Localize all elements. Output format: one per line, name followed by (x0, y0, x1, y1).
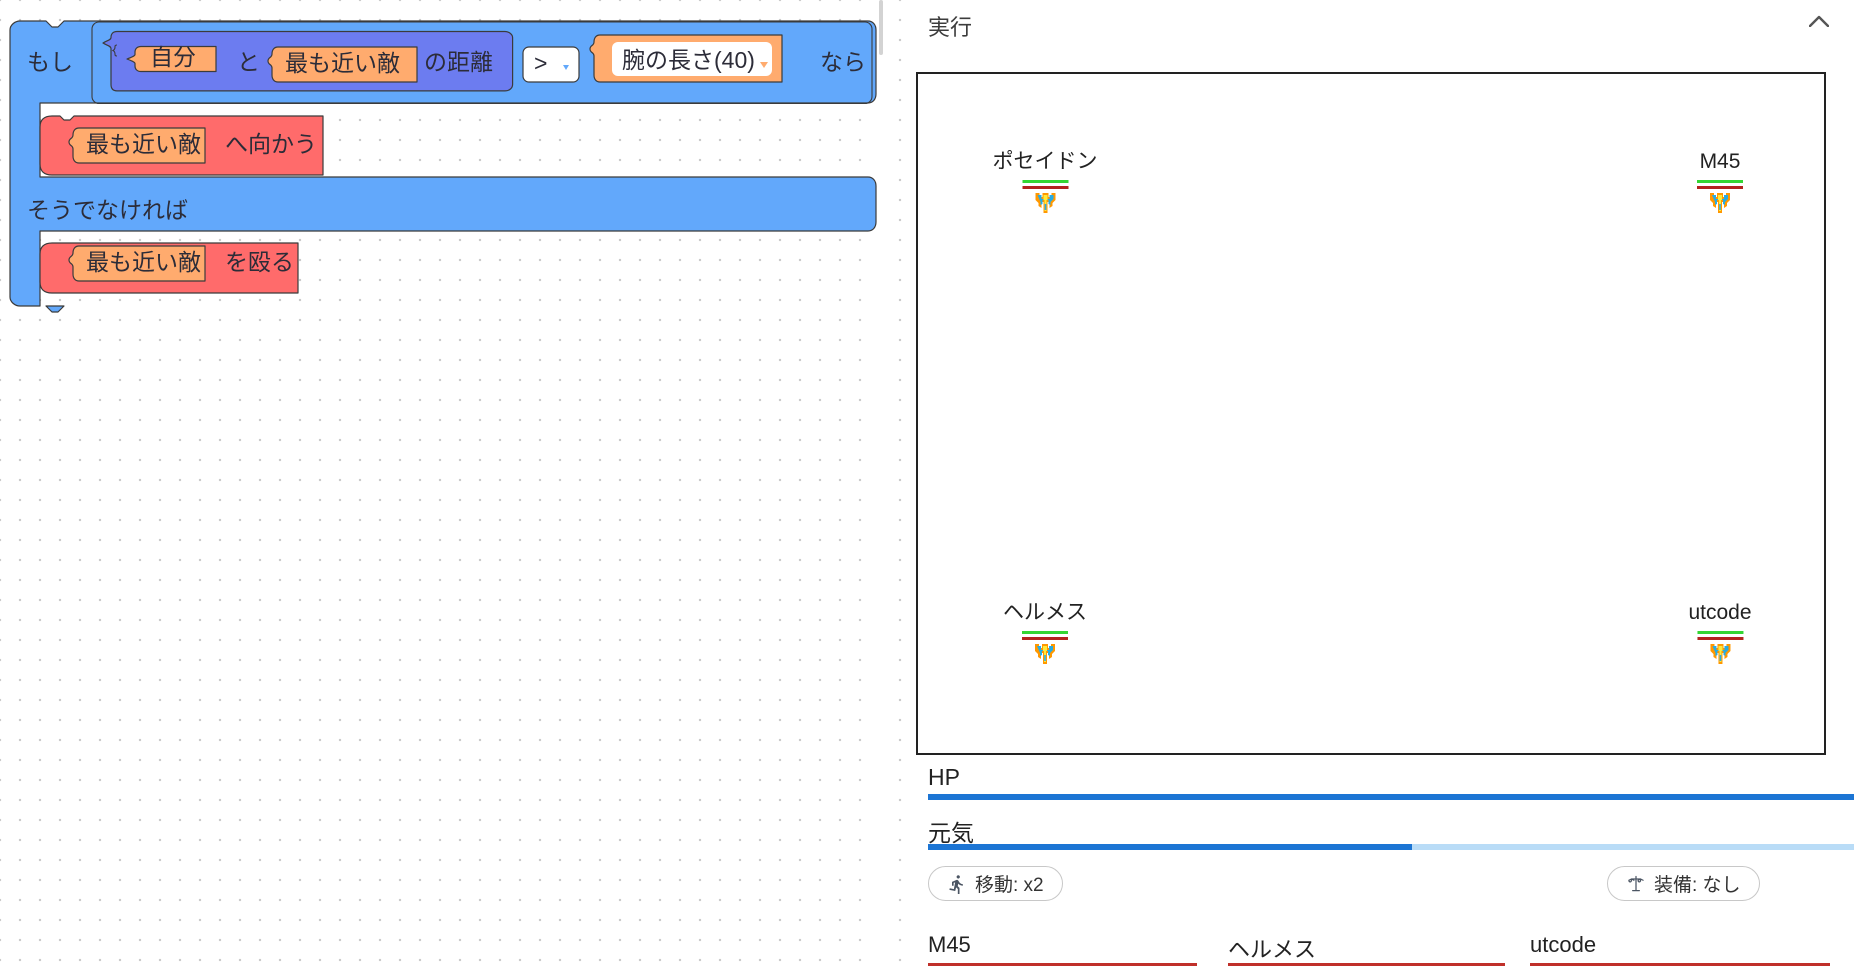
svg-text:最も近い敵: 最も近い敵 (285, 50, 400, 76)
svg-text:自分: 自分 (150, 44, 196, 70)
svg-text:と: と (237, 49, 260, 75)
svg-text:を殴る: を殴る (225, 249, 294, 275)
svg-text:腕の長さ(40): 腕の長さ(40) (622, 47, 755, 73)
svg-text:へ向かう: へ向かう (225, 131, 317, 157)
svg-text:の距離: の距離 (424, 49, 493, 75)
svg-text:もし: もし (27, 49, 73, 75)
svg-text:最も近い敵: 最も近い敵 (86, 131, 201, 157)
svg-text:最も近い敵: 最も近い敵 (86, 249, 201, 275)
svg-text:>: > (534, 50, 547, 76)
svg-text:そうでなければ: そうでなければ (27, 197, 188, 223)
svg-text:なら: なら (820, 49, 866, 75)
